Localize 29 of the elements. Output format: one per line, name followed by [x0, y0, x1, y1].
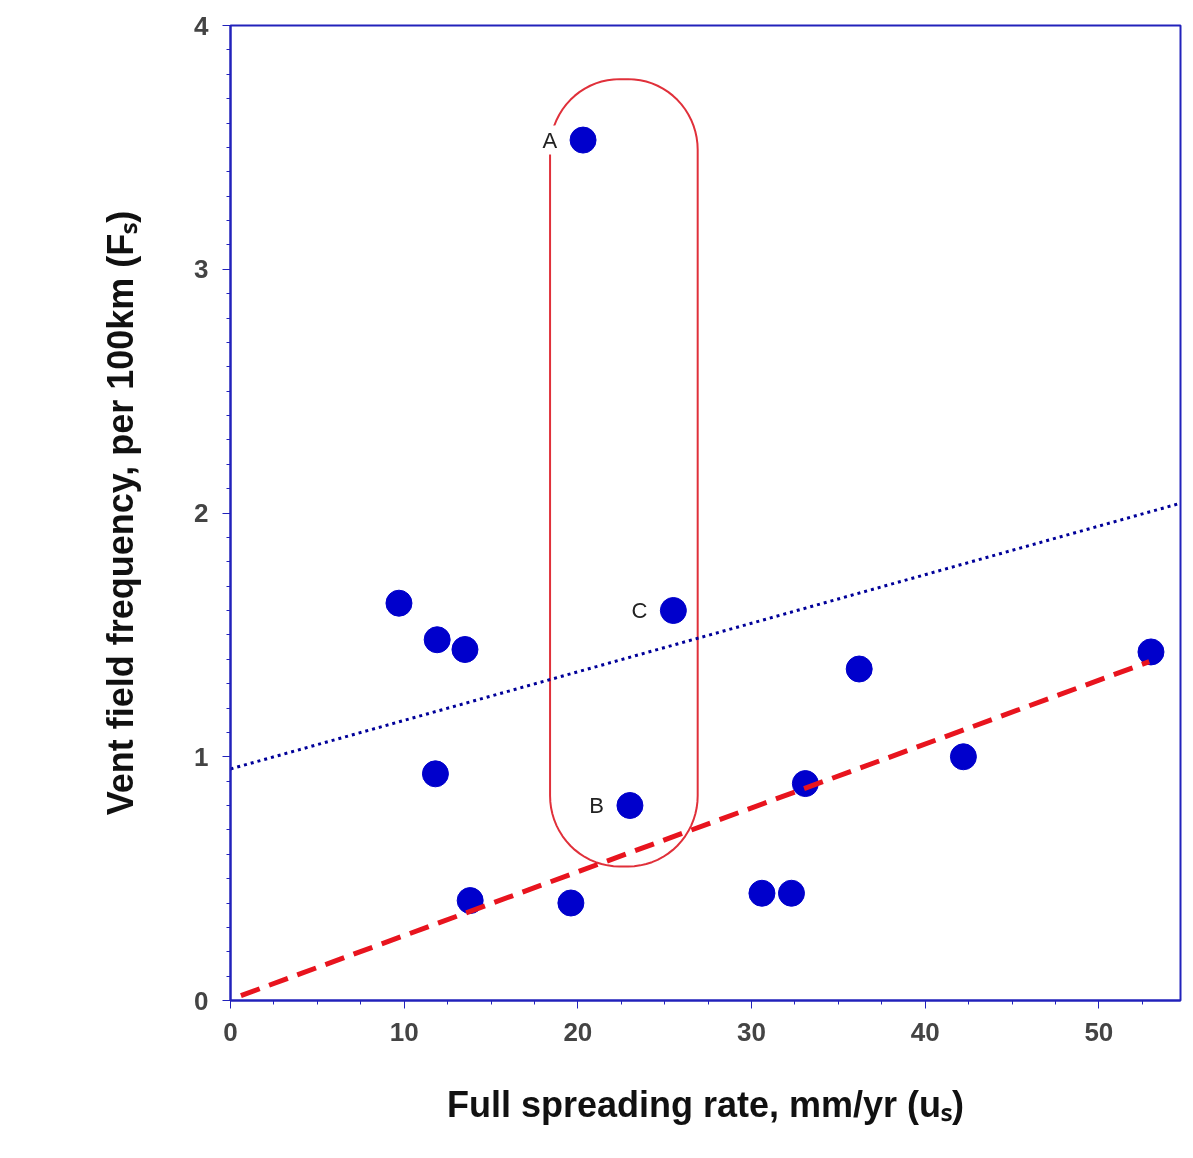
y-tick-label: 4	[194, 10, 210, 41]
annotation: C	[631, 598, 648, 623]
point	[659, 597, 687, 624]
x-tick-label: 20	[563, 1016, 593, 1047]
point	[557, 889, 585, 917]
point	[385, 589, 413, 617]
point	[777, 879, 805, 907]
y-axis-title: Vent field frequency, per 100km (Fₛ)	[100, 210, 142, 816]
point	[451, 636, 479, 663]
x-tick-label: 50	[1084, 1016, 1114, 1047]
x-axis-title: Full spreading rate, mm/yr (uₛ)	[446, 1083, 965, 1125]
annotation: A	[542, 127, 558, 153]
point	[423, 626, 451, 654]
point	[569, 126, 597, 154]
x-tick-label: 40	[910, 1016, 940, 1047]
y-tick-label: 2	[194, 498, 209, 528]
x-tick-label: 10	[389, 1016, 419, 1047]
point	[949, 743, 977, 771]
y-tick-label: 1	[194, 741, 209, 772]
point	[421, 760, 449, 788]
x-tick-label: 0	[223, 1016, 238, 1047]
x-tick-label: 30	[737, 1016, 766, 1047]
point	[616, 792, 644, 819]
annotation: B	[589, 793, 604, 818]
point	[748, 879, 776, 907]
point	[845, 655, 873, 683]
y-tick-label: 0	[194, 985, 209, 1016]
point	[1137, 638, 1165, 666]
y-tick-label: 3	[194, 254, 209, 285]
